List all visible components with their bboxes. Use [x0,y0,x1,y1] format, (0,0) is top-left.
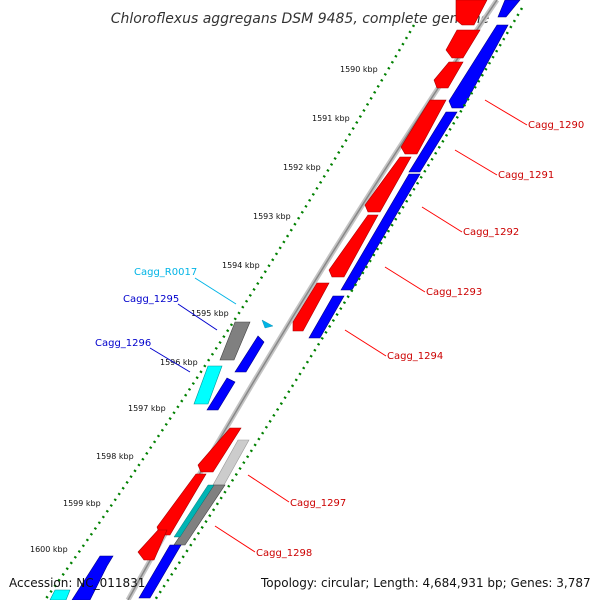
gene-rna-feature [173,484,215,538]
ruler-tick-label: 1592 kbp [283,163,321,172]
gene-orf-feature [408,111,458,173]
gene-label-leaders [149,99,528,553]
gene-cds-feature [445,29,481,59]
gene-rna-feature [261,319,274,329]
gene-orf-feature [234,335,265,373]
leader-line [177,303,218,331]
gene-orf-feature [448,24,509,109]
ruler-tick-label: 1600 kbp [30,545,68,554]
gene-label-cagg-1295: Cagg_1295 [123,294,179,305]
ruler-tick-label: 1596 kbp [160,358,198,367]
gene-orf-feature [138,544,182,599]
gene-cds-feature [328,214,379,278]
leader-line [149,347,191,373]
leader-line [484,99,528,126]
ruler-tick-label: 1599 kbp [63,499,101,508]
ruler-tick-label: 1593 kbp [253,212,291,221]
leader-line [194,277,237,305]
leader-line [247,474,290,503]
ruler-tick-label: 1597 kbp [128,404,166,413]
gene-cds-feature [137,529,168,561]
gene-cds-feature [292,282,330,332]
gene-cds-feature [433,61,464,89]
gene-label-cagg-1292: Cagg_1292 [463,227,519,238]
ruler-outer-dots [43,24,416,600]
gene-rna-feature [49,589,71,600]
ruler-tick-label: 1591 kbp [312,114,350,123]
leader-line [421,206,463,233]
forward-strand-features [49,0,488,600]
gene-label-cagg-r0017: Cagg_R0017 [134,267,197,278]
gene-rna-feature [193,365,223,405]
gene-orf-feature [206,377,236,411]
leader-line [454,149,498,176]
gene-label-cagg-1291: Cagg_1291 [498,170,554,181]
gene-label-cagg-1290: Cagg_1290 [528,120,584,131]
leader-line [344,329,387,357]
gene-cds-feature [364,156,412,213]
gene-cds-feature [400,99,447,155]
gene-cds-feature [455,0,488,26]
gene-label-cagg-1298: Cagg_1298 [256,548,312,559]
gene-label-cagg-1297: Cagg_1297 [290,498,346,509]
ruler-tick-label: 1598 kbp [96,452,134,461]
genome-summary: Topology: circular; Length: 4,684,931 bp… [261,576,591,590]
map-title: Chloroflexus aggregans DSM 9485, complet… [111,11,490,27]
gene-labels: Cagg_1290 Cagg_1291 Cagg_1292 Cagg_1293 … [95,120,584,559]
gene-orf-feature [71,555,114,600]
gene-label-cagg-1294: Cagg_1294 [387,351,443,362]
gene-label-cagg-1296: Cagg_1296 [95,338,151,349]
ruler-inner-dots [153,7,524,600]
ruler-inner [153,7,524,600]
gene-label-cagg-1293: Cagg_1293 [426,287,482,298]
gene-orf-feature [308,295,345,339]
ruler-tick-label: 1595 kbp [191,309,229,318]
ruler-tick-label: 1594 kbp [222,261,260,270]
ruler-labels: 1590 kbp 1591 kbp 1592 kbp 1593 kbp 1594… [30,65,378,554]
gene-other-feature [219,321,251,361]
leader-line [214,525,256,553]
reverse-strand-features [71,0,521,600]
gene-orf-feature [497,0,521,18]
ruler-tick-label: 1590 kbp [340,65,378,74]
ruler-outer [43,24,416,600]
leader-line [384,266,426,293]
gene-cds-feature [197,427,242,473]
accession-label: Accession: NC_011831 [9,576,146,590]
